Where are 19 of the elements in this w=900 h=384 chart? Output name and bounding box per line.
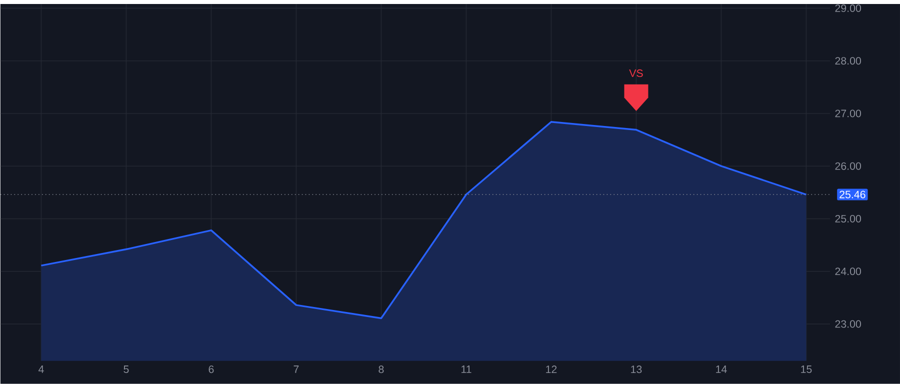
x-tick-label: 12 <box>546 366 557 374</box>
y-tick-label: 26.00 <box>835 162 861 170</box>
x-tick-label: 14 <box>716 366 727 373</box>
x-tick-label: 4 <box>38 366 44 373</box>
x-tick-label: 11 <box>462 366 472 373</box>
y-tick-label: 25.00 <box>835 215 861 223</box>
y-tick-label: 28.00 <box>835 57 861 65</box>
x-tick-label: 8 <box>378 366 384 374</box>
x-tick-label: 6 <box>208 366 214 374</box>
y-tick-label: 24.00 <box>835 268 861 276</box>
x-tick-label: 15 <box>801 366 812 374</box>
x-tick-label: 5 <box>124 366 129 374</box>
x-tick-label: 13 <box>631 366 642 374</box>
y-tick-label: 23.00 <box>835 320 861 328</box>
x-tick-label: 7 <box>294 366 299 373</box>
y-tick-label: 29.00 <box>835 4 861 12</box>
ref-line-label: 25.46 <box>840 190 866 198</box>
y-tick-label: 27.00 <box>835 110 861 118</box>
annotation: VS <box>629 70 643 78</box>
